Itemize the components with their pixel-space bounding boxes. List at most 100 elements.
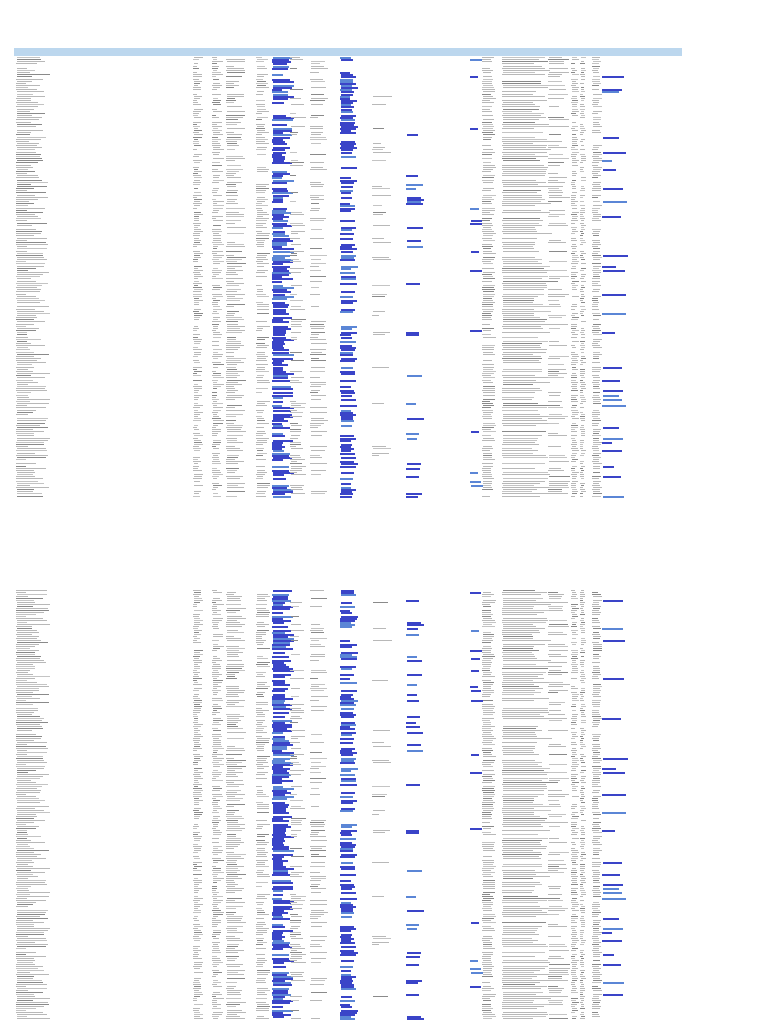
hyperlink-cell[interactable] (407, 246, 423, 249)
column-header-15[interactable] (200, 49, 208, 55)
hyperlink-cell[interactable] (272, 319, 283, 322)
hyperlink-cell[interactable] (470, 471, 478, 474)
hyperlink-cell[interactable] (273, 293, 285, 296)
hyperlink-cell[interactable] (341, 463, 358, 466)
hyperlink-cell[interactable] (341, 278, 356, 281)
hyperlink-cell[interactable] (272, 59, 289, 62)
hyperlink-cell[interactable] (406, 188, 416, 191)
column-header-12[interactable] (136, 49, 144, 55)
hyperlink-cell[interactable] (273, 413, 292, 416)
hyperlink-cell[interactable] (272, 274, 289, 277)
hyperlink-cell[interactable] (341, 100, 357, 102)
hyperlink-cell[interactable] (341, 448, 354, 451)
hyperlink-cell[interactable] (273, 250, 294, 253)
hyperlink-cell[interactable] (341, 119, 355, 122)
hyperlink-cell[interactable] (341, 594, 356, 596)
hyperlink-cell[interactable] (341, 110, 353, 113)
hyperlink-cell[interactable] (406, 495, 418, 498)
hyperlink-cell[interactable] (273, 216, 289, 219)
hyperlink-cell[interactable] (273, 235, 289, 238)
hyperlink-cell[interactable] (406, 282, 420, 285)
hyperlink-cell[interactable] (341, 74, 353, 77)
hyperlink-cell[interactable] (272, 297, 287, 300)
hyperlink-cell[interactable] (341, 420, 354, 423)
hyperlink-cell[interactable] (273, 269, 289, 272)
hyperlink-cell[interactable] (273, 196, 283, 199)
hyperlink-cell[interactable] (341, 487, 351, 489)
hyperlink-cell[interactable] (273, 474, 284, 477)
column-header-21[interactable] (300, 49, 308, 55)
hyperlink-cell[interactable] (340, 435, 354, 438)
hyperlink-cell[interactable] (273, 95, 294, 98)
hyperlink-cell[interactable] (341, 444, 352, 446)
hyperlink-cell[interactable] (341, 59, 353, 62)
hyperlink-cell[interactable] (603, 151, 626, 154)
hyperlink-cell[interactable] (341, 130, 351, 133)
hyperlink-cell[interactable] (272, 469, 289, 472)
hyperlink-cell[interactable] (273, 310, 286, 313)
hyperlink-cell[interactable] (341, 590, 354, 592)
hyperlink-cell[interactable] (341, 76, 356, 79)
hyperlink-cell[interactable] (272, 244, 287, 247)
hyperlink-cell[interactable] (407, 226, 423, 229)
hyperlink-cell[interactable] (273, 489, 293, 492)
hyperlink-cell[interactable] (407, 134, 418, 137)
hyperlink-cell[interactable] (340, 82, 356, 85)
hyperlink-cell[interactable] (273, 338, 294, 341)
hyperlink-cell[interactable] (272, 388, 293, 391)
hyperlink-cell[interactable] (340, 80, 353, 83)
hyperlink-cell[interactable] (341, 229, 352, 231)
hyperlink-cell[interactable] (340, 143, 356, 145)
hyperlink-cell[interactable] (272, 170, 287, 173)
hyperlink-cell[interactable] (470, 76, 478, 79)
hyperlink-cell[interactable] (340, 353, 353, 356)
hyperlink-cell[interactable] (273, 602, 285, 604)
hyperlink-cell[interactable] (273, 63, 287, 66)
hyperlink-cell[interactable] (272, 340, 284, 343)
hyperlink-cell[interactable] (272, 336, 286, 339)
hyperlink-cell[interactable] (273, 401, 283, 403)
hyperlink-cell[interactable] (341, 394, 352, 397)
hyperlink-cell[interactable] (602, 405, 626, 408)
hyperlink-cell[interactable] (272, 181, 287, 184)
hyperlink-cell[interactable] (273, 158, 285, 161)
hyperlink-cell[interactable] (273, 409, 291, 412)
hyperlink-cell[interactable] (340, 360, 355, 363)
hyperlink-cell[interactable] (273, 224, 292, 227)
hyperlink-cell[interactable] (272, 241, 287, 244)
hyperlink-cell[interactable] (272, 263, 283, 266)
hyperlink-cell[interactable] (273, 334, 285, 337)
hyperlink-cell[interactable] (341, 366, 353, 369)
hyperlink-cell[interactable] (407, 196, 421, 199)
hyperlink-cell[interactable] (272, 452, 290, 455)
hyperlink-cell[interactable] (470, 127, 478, 130)
hyperlink-cell[interactable] (341, 327, 352, 330)
hyperlink-cell[interactable] (273, 179, 294, 182)
hyperlink-cell[interactable] (273, 97, 288, 100)
hyperlink-cell[interactable] (471, 484, 483, 487)
hyperlink-cell[interactable] (602, 265, 616, 268)
hyperlink-cell[interactable] (272, 74, 283, 77)
hyperlink-cell[interactable] (272, 149, 285, 152)
hyperlink-cell[interactable] (272, 102, 284, 105)
hyperlink-cell[interactable] (341, 302, 353, 305)
hyperlink-cell[interactable] (340, 179, 357, 182)
hyperlink-cell[interactable] (341, 602, 352, 604)
hyperlink-cell[interactable] (272, 61, 291, 64)
hyperlink-cell[interactable] (603, 168, 616, 171)
hyperlink-cell[interactable] (341, 196, 352, 199)
hyperlink-cell[interactable] (471, 220, 482, 223)
hyperlink-cell[interactable] (340, 385, 351, 388)
hyperlink-cell[interactable] (340, 147, 357, 150)
hyperlink-cell[interactable] (341, 267, 351, 270)
hyperlink-cell[interactable] (273, 478, 286, 481)
hyperlink-cell[interactable] (340, 233, 354, 236)
hyperlink-cell[interactable] (273, 364, 288, 367)
hyperlink-cell[interactable] (272, 265, 290, 268)
hyperlink-cell[interactable] (272, 459, 283, 462)
hyperlink-cell[interactable] (340, 207, 355, 210)
hyperlink-cell[interactable] (602, 379, 620, 382)
hyperlink-cell[interactable] (341, 254, 356, 257)
hyperlink-cell[interactable] (341, 471, 354, 474)
hyperlink-cell[interactable] (340, 259, 355, 262)
